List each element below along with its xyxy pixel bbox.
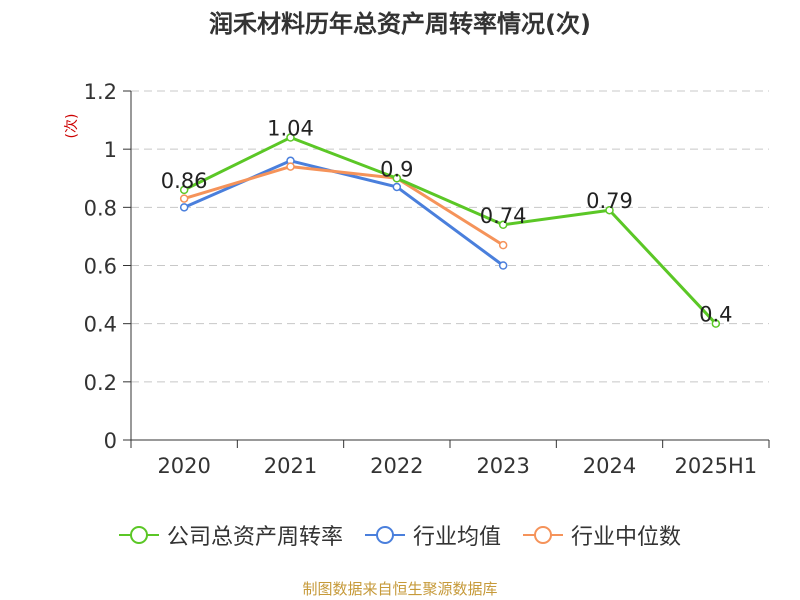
legend-label-industry-mean: 行业均值 (412, 525, 501, 550)
legend-label-company: 公司总资产周转率 (166, 525, 343, 550)
data-point (179, 203, 189, 212)
legend-marker-industry-mean (364, 526, 405, 544)
data-point (179, 185, 189, 195)
data-point (605, 205, 614, 215)
data-point (179, 194, 189, 203)
chart-title: 润禾材料历年总资产周转率情况(次) (209, 10, 591, 38)
y-tick-label: 0.4 (84, 313, 117, 337)
data-label: 0.79 (586, 189, 633, 213)
data-point (392, 182, 402, 192)
legend: 公司总资产周转率 行业均值 行业中位数 (0, 519, 800, 551)
legend-item-industry-mean[interactable]: 行业均值 (364, 519, 501, 551)
y-tick-label: 0.8 (84, 196, 117, 220)
x-tick-label: 2025H1 (675, 454, 758, 478)
x-tick-label: 2024 (583, 454, 636, 478)
y-tick-label: 0.2 (84, 371, 117, 395)
series-line (182, 165, 505, 247)
series-line (182, 136, 718, 326)
data-label: 0.86 (161, 169, 208, 193)
data-point (711, 319, 721, 328)
y-tick-label: 1 (104, 138, 117, 162)
data-label: 0.74 (480, 204, 527, 228)
data-label: 0.4 (699, 303, 732, 327)
data-point (498, 261, 508, 270)
data-point (286, 162, 295, 171)
data-point (498, 240, 508, 250)
data-point (286, 133, 295, 142)
legend-marker-industry-median (523, 526, 563, 544)
x-tick-label: 2022 (370, 454, 423, 478)
y-tick-label: 0 (104, 429, 117, 453)
data-label: 0.9 (380, 157, 413, 181)
legend-marker-company (118, 526, 159, 544)
data-label: 1.04 (267, 117, 314, 141)
data-point (498, 220, 508, 230)
data-point (392, 174, 402, 183)
y-axis-label: (次) (64, 114, 80, 139)
y-tick-label: 0.6 (84, 255, 117, 279)
legend-item-company[interactable]: 公司总资产周转率 (118, 519, 343, 551)
legend-label-industry-median: 行业中位数 (571, 525, 682, 550)
x-tick-label: 2023 (476, 454, 529, 478)
y-tick-label: 1.2 (84, 80, 117, 104)
legend-item-industry-median[interactable]: 行业中位数 (523, 519, 681, 551)
x-tick-label: 2021 (264, 454, 317, 478)
x-tick-label: 2020 (157, 454, 210, 478)
source-note: 制图数据来自恒生聚源数据库 (302, 580, 498, 598)
series-line (182, 159, 505, 267)
